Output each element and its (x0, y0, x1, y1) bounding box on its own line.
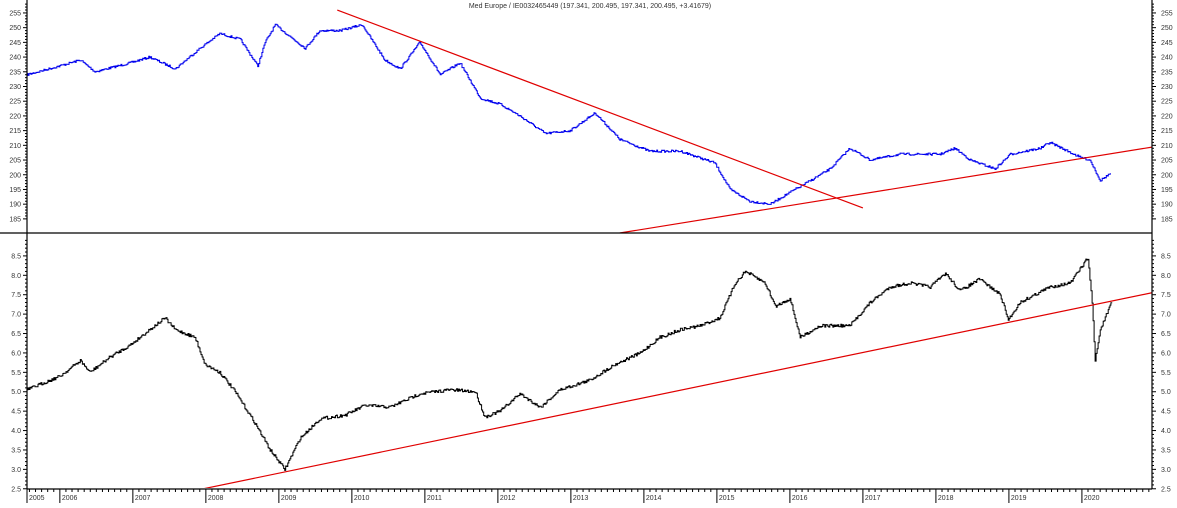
y-tick-label-right: 200 (1161, 172, 1173, 179)
y-tick-label-left: 8.5 (11, 253, 21, 260)
y-tick-label-right: 190 (1161, 202, 1173, 209)
y-tick-label-right: 250 (1161, 25, 1173, 32)
x-tick-label: 2009 (281, 495, 297, 502)
y-tick-label-left: 205 (9, 158, 21, 165)
x-tick-label: 2013 (573, 495, 589, 502)
y-tick-label-left: 6.5 (11, 331, 21, 338)
x-tick-label: 2010 (354, 495, 370, 502)
y-tick-label-right: 225 (1161, 99, 1173, 106)
y-tick-label-left: 225 (9, 99, 21, 106)
y-tick-label-left: 5.5 (11, 370, 21, 377)
x-tick-label: 2017 (865, 495, 881, 502)
y-tick-label-right: 255 (1161, 10, 1173, 17)
y-tick-label-right: 220 (1161, 113, 1173, 120)
y-tick-label-left: 7.5 (11, 292, 21, 299)
y-tick-label-right: 195 (1161, 187, 1173, 194)
y-tick-label-left: 245 (9, 40, 21, 47)
y-tick-label-right: 235 (1161, 69, 1173, 76)
x-tick-label: 2015 (719, 495, 735, 502)
y-tick-label-right: 3.5 (1161, 447, 1171, 454)
trendline-1 (204, 292, 1152, 488)
series-line-ratio (27, 258, 1113, 471)
y-tick-label-right: 7.0 (1161, 312, 1171, 319)
y-tick-label-left: 5.0 (11, 389, 21, 396)
x-tick-label: 2019 (1011, 495, 1027, 502)
y-tick-label-left: 4.0 (11, 428, 21, 435)
y-tick-label-right: 8.0 (1161, 273, 1171, 280)
y-tick-label-left: 3.5 (11, 447, 21, 454)
trendline-2 (619, 146, 1152, 233)
y-tick-label-right: 215 (1161, 128, 1173, 135)
y-tick-label-right: 205 (1161, 158, 1173, 165)
y-tick-label-right: 210 (1161, 143, 1173, 150)
y-tick-label-left: 220 (9, 113, 21, 120)
x-tick-label: 2016 (792, 495, 808, 502)
y-tick-label-right: 230 (1161, 84, 1173, 91)
chart-title: Med Europe / IE0032465449 (197.341, 200.… (469, 3, 711, 10)
x-tick-label: 2005 (29, 495, 45, 502)
y-tick-label-left: 230 (9, 84, 21, 91)
x-tick-label: 2007 (135, 495, 151, 502)
x-tick-label: 2014 (646, 495, 662, 502)
y-tick-label-left: 8.0 (11, 273, 21, 280)
y-tick-label-right: 5.0 (1161, 389, 1171, 396)
trendline-1 (337, 9, 864, 209)
y-tick-label-left: 3.0 (11, 467, 21, 474)
series-line-med-europe (27, 23, 1111, 205)
y-tick-label-left: 255 (9, 10, 21, 17)
x-tick-label: 2006 (62, 495, 78, 502)
y-tick-label-left: 250 (9, 25, 21, 32)
y-tick-label-right: 3.0 (1161, 467, 1171, 474)
y-tick-label-right: 4.0 (1161, 428, 1171, 435)
x-tick-label: 2011 (427, 495, 442, 502)
y-tick-label-right: 6.5 (1161, 331, 1171, 338)
y-tick-label-right: 6.0 (1161, 350, 1171, 357)
y-tick-label-left: 2.5 (11, 486, 21, 493)
y-tick-label-left: 200 (9, 172, 21, 179)
y-tick-label-left: 190 (9, 202, 21, 209)
y-tick-label-left: 215 (9, 128, 21, 135)
y-tick-label-right: 245 (1161, 40, 1173, 47)
y-tick-label-right: 4.5 (1161, 409, 1171, 416)
y-tick-label-right: 5.5 (1161, 370, 1171, 377)
y-tick-label-right: 240 (1161, 55, 1173, 62)
y-tick-label-left: 185 (9, 216, 21, 223)
x-tick-label: 2008 (208, 495, 224, 502)
y-tick-label-left: 4.5 (11, 409, 21, 416)
y-tick-label-right: 2.5 (1161, 486, 1171, 493)
y-tick-label-left: 195 (9, 187, 21, 194)
y-tick-label-right: 8.5 (1161, 253, 1171, 260)
y-tick-label-right: 185 (1161, 216, 1173, 223)
y-tick-label-right: 7.5 (1161, 292, 1171, 299)
x-tick-label: 2020 (1084, 495, 1100, 502)
y-tick-label-left: 6.0 (11, 350, 21, 357)
y-tick-label-left: 240 (9, 55, 21, 62)
x-tick-label: 2012 (500, 495, 516, 502)
x-tick-label: 2018 (938, 495, 954, 502)
y-tick-label-left: 210 (9, 143, 21, 150)
y-tick-label-left: 7.0 (11, 312, 21, 319)
y-tick-label-left: 235 (9, 69, 21, 76)
